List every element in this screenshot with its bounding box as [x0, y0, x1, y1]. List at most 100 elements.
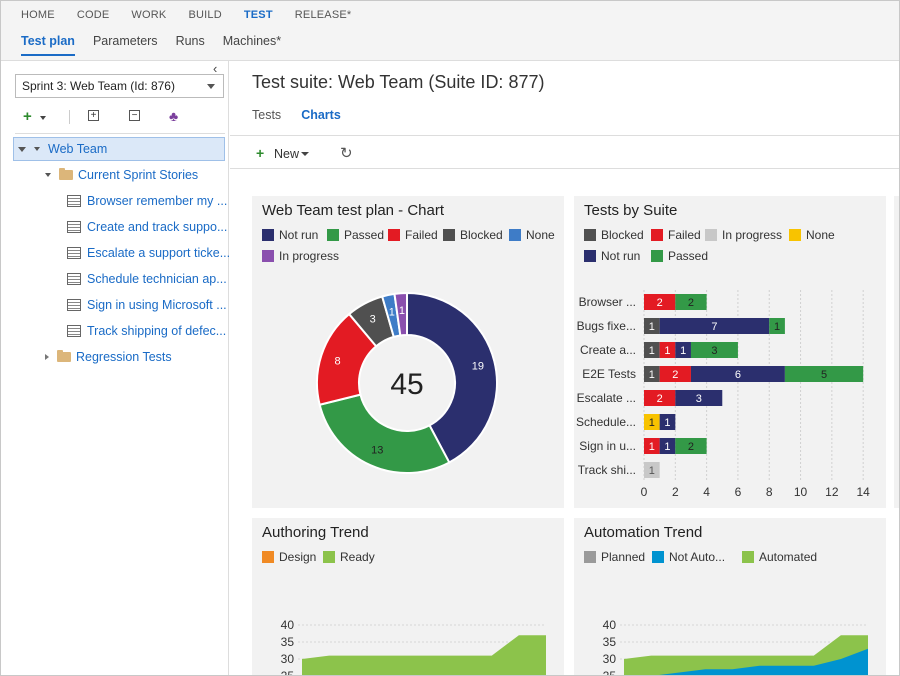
tree-item-browser-remember-my[interactable]: Browser remember my ... — [67, 189, 227, 213]
bar-value-label: 2 — [657, 297, 663, 309]
bar-value-label: 2 — [657, 393, 663, 405]
bar-segment-failed[interactable] — [659, 366, 691, 382]
plan-selector-value: Sprint 3: Web Team (Id: 876) — [22, 79, 175, 93]
tab-charts[interactable]: Charts — [301, 108, 341, 122]
bar-segment-not-run[interactable] — [659, 414, 676, 430]
area-series-not-auto[interactable] — [624, 648, 868, 676]
plan-selector[interactable]: Sprint 3: Web Team (Id: 876) — [15, 74, 224, 98]
collapsed-arrow-icon[interactable] — [45, 354, 49, 360]
tab-runs[interactable]: Runs — [175, 34, 205, 48]
tree-item-label: Current Sprint Stories — [78, 168, 199, 182]
hub-release[interactable]: RELEASE* — [294, 9, 352, 21]
x-tick-label: 14 — [856, 485, 870, 499]
area-series-ready[interactable] — [302, 635, 546, 676]
tab-tests[interactable]: Tests — [252, 108, 282, 122]
chart-card-suite: Tests by Suite Blocked Failed In progress N… — [574, 196, 886, 508]
bar-value-label: 5 — [821, 369, 827, 381]
bar-segment-failed[interactable] — [644, 438, 660, 454]
tab-parameters[interactable]: Parameters — [92, 34, 158, 48]
bar-segment-none[interactable] — [644, 414, 660, 430]
bar-segment-not-run[interactable] — [659, 318, 770, 334]
tree-item-schedule-technician-ap[interactable]: Schedule technician ap... — [67, 267, 227, 291]
bar-segment-not-run[interactable] — [675, 342, 691, 358]
folder-icon — [57, 350, 71, 362]
legend-swatch — [705, 229, 717, 241]
legend-label: Not Auto... — [669, 550, 726, 564]
add-icon[interactable]: + — [256, 145, 265, 161]
bar-segment-blocked[interactable] — [644, 366, 660, 382]
hub-test[interactable]: TEST — [243, 9, 273, 21]
chart-title: Authoring Trend — [262, 524, 369, 541]
tree-item-web-team[interactable]: Web Team — [13, 137, 225, 161]
legend-swatch — [443, 229, 455, 241]
chart-title: Tests by Suite — [584, 202, 678, 219]
tab-test-plan[interactable]: Test plan — [21, 34, 75, 56]
donut-total: 45 — [390, 368, 423, 401]
tree-item-create-and-track-suppo[interactable]: Create and track suppo... — [67, 215, 227, 239]
tree-item-sign-in-using-microsoft[interactable]: Sign in using Microsoft ... — [67, 293, 227, 317]
collapse-all-icon[interactable]: − — [129, 110, 140, 121]
refresh-icon[interactable]: ↻ — [340, 145, 353, 162]
requirement-suite-icon — [67, 299, 81, 311]
slice-passed[interactable] — [318, 393, 451, 474]
add-dropdown-icon[interactable] — [40, 116, 46, 120]
bar-segment-passed[interactable] — [675, 294, 707, 310]
hub-work[interactable]: WORK — [131, 9, 167, 21]
hub-home[interactable]: HOME — [21, 9, 55, 21]
tree-item-label: Track shipping of defec... — [87, 324, 227, 338]
bar-segment-failed[interactable] — [659, 342, 676, 358]
tree-item-label: Browser remember my ... — [87, 194, 228, 208]
collapse-pane-icon[interactable]: ‹ — [213, 61, 218, 76]
bar-segment-not-run[interactable] — [675, 390, 723, 406]
legend-swatch — [584, 250, 596, 262]
area-series-automated[interactable] — [624, 635, 868, 676]
bar-segment-in-progress[interactable] — [644, 462, 660, 478]
slice-label: 1 — [389, 307, 395, 319]
tree-item-label: Web Team — [48, 142, 108, 156]
bar-segment-blocked[interactable] — [644, 342, 660, 358]
hub-code[interactable]: CODE — [76, 9, 110, 21]
team-icon[interactable]: ♣ — [169, 108, 179, 124]
bar-value-label: 3 — [711, 345, 717, 357]
main-pane: Test suite: Web Team (Suite ID: 877) Tes… — [230, 61, 899, 676]
legend-swatch — [262, 551, 274, 563]
slice-in-progress[interactable] — [393, 291, 408, 337]
tree-item-escalate-a-support-ticke[interactable]: Escalate a support ticke... — [67, 241, 230, 265]
expand-all-icon[interactable]: + — [88, 110, 99, 121]
bar-segment-passed[interactable] — [675, 438, 707, 454]
legend-item-blocked: Blocked — [443, 228, 503, 242]
expanded-icon[interactable] — [45, 173, 51, 177]
charts-toolbar: + New ↻ — [256, 145, 456, 166]
x-tick-label: 8 — [766, 485, 773, 499]
bar-segment-passed[interactable] — [769, 318, 785, 334]
bar-segment-passed[interactable] — [690, 342, 738, 358]
legend-swatch — [651, 250, 663, 262]
expand-arrow-icon[interactable] — [18, 146, 26, 152]
main-tabs: Tests Charts — [252, 108, 361, 122]
legend-swatch — [327, 229, 339, 241]
bar-segment-failed[interactable] — [644, 390, 676, 406]
bar-value-label: 1 — [774, 321, 780, 333]
tree-toolbar: + + − ♣ — [23, 108, 223, 127]
tree-item-regression-tests[interactable]: Regression Tests — [45, 345, 172, 369]
requirement-suite-icon — [67, 325, 81, 337]
bar-segment-failed[interactable] — [644, 294, 676, 310]
tree-item-current-sprint-stories[interactable]: Current Sprint Stories — [45, 163, 198, 187]
add-suite-icon[interactable]: + — [23, 108, 32, 125]
new-chart-button[interactable]: New — [274, 147, 300, 161]
bar-segment-not-run[interactable] — [659, 438, 676, 454]
y-tick-label: 40 — [603, 618, 617, 632]
legend-item-in-progress: In progress — [705, 228, 782, 242]
tab-machines[interactable]: Machines* — [222, 34, 282, 48]
tree-item-track-shipping-of-defec[interactable]: Track shipping of defec... — [67, 319, 226, 343]
bar-segment-not-run[interactable] — [690, 366, 785, 382]
legend-item-design: Design — [262, 550, 316, 564]
slice-label: 1 — [399, 305, 405, 317]
bar-segment-blocked[interactable] — [644, 318, 660, 334]
x-tick-label: 12 — [825, 485, 839, 499]
slice-not-run[interactable] — [406, 291, 498, 464]
hub-build[interactable]: BUILD — [188, 9, 222, 21]
new-dropdown-icon[interactable] — [301, 152, 309, 156]
tree-item-label: Schedule technician ap... — [87, 272, 227, 286]
bar-segment-passed[interactable] — [784, 366, 864, 382]
